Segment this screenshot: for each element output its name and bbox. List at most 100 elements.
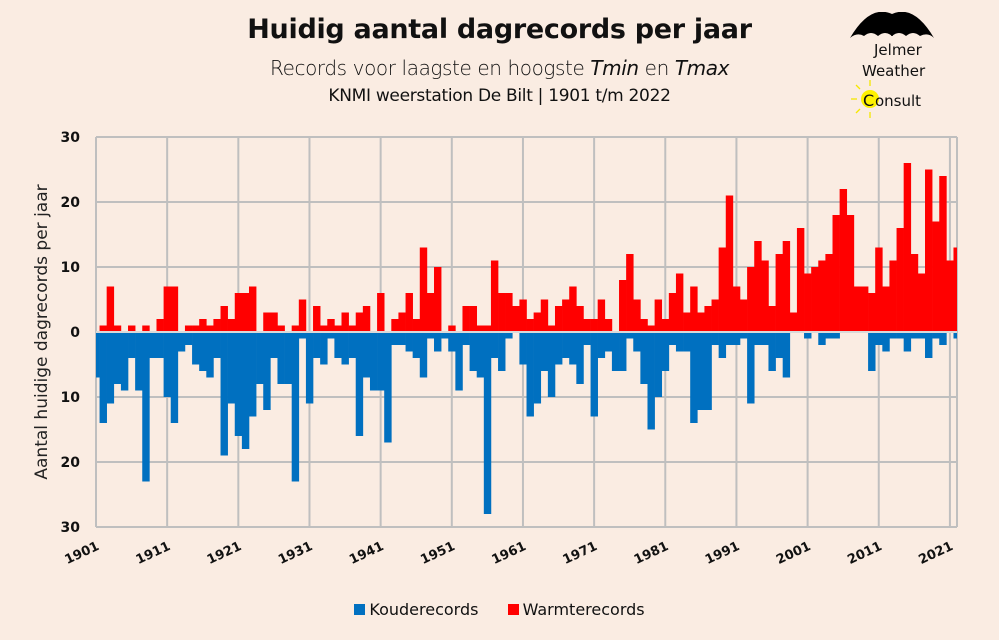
warm-record-bar-2004 — [825, 254, 833, 332]
warm-record-bar-2005 — [832, 215, 840, 332]
cold-record-bar-1945 — [405, 332, 413, 352]
cold-record-bar-1969 — [576, 332, 584, 384]
warm-record-bar-1998 — [782, 241, 791, 332]
warm-record-bar-1982 — [668, 293, 677, 332]
cold-record-bar-1908 — [142, 332, 150, 482]
cold-record-bar-1963 — [533, 332, 542, 404]
warm-record-bar-2021 — [946, 260, 954, 332]
cold-record-bar-1964 — [540, 332, 549, 371]
warm-record-bar-2009 — [860, 286, 869, 332]
warm-record-bar-1914 — [184, 325, 193, 332]
warm-record-bar-1956 — [483, 325, 492, 332]
cold-record-bar-1971 — [590, 332, 598, 417]
cold-record-bar-1918 — [213, 332, 221, 358]
warm-record-bar-1994 — [754, 241, 762, 332]
warm-record-bar-1988 — [711, 299, 719, 332]
cold-record-bar-1926 — [270, 332, 278, 358]
cold-record-bar-1919 — [220, 332, 228, 456]
cold-record-bar-1961 — [519, 332, 527, 365]
cold-record-bar-1916 — [199, 332, 207, 371]
warm-record-bar-1997 — [775, 254, 783, 332]
warm-record-bar-2015 — [903, 163, 912, 332]
cold-record-bar-1937 — [348, 332, 357, 358]
cold-record-bar-1996 — [768, 332, 776, 371]
legend-label-cold: Kouderecords — [369, 600, 479, 619]
cold-record-bar-1979 — [647, 332, 655, 430]
warm-record-bar-1945 — [405, 293, 413, 332]
sun-icon — [851, 80, 879, 118]
x-tick-label: 1951 — [418, 539, 457, 568]
logo-line-2: Weather — [862, 62, 926, 80]
cold-record-bar-1962 — [526, 332, 534, 417]
warm-record-bar-1911 — [163, 286, 172, 332]
warm-record-bar-1987 — [704, 306, 712, 332]
cold-record-bar-1903 — [106, 332, 115, 404]
warm-record-bar-1939 — [362, 306, 371, 332]
warm-record-bar-2000 — [796, 228, 805, 332]
x-tick-label: 1911 — [134, 539, 173, 568]
cold-record-bar-1991 — [732, 332, 741, 345]
warm-record-bar-1995 — [761, 260, 769, 332]
cold-record-bar-1955 — [476, 332, 485, 378]
subtitle-mid: en — [638, 56, 675, 80]
legend-swatch-cold — [354, 604, 366, 615]
y-tick-label: 20 — [61, 195, 81, 211]
warm-record-bar-1963 — [533, 312, 542, 332]
warm-record-bar-1983 — [675, 273, 684, 332]
warm-record-bar-1954 — [469, 306, 478, 332]
cold-record-bar-1977 — [633, 332, 641, 352]
warm-record-bar-2011 — [875, 247, 883, 332]
cold-record-bar-1953 — [462, 332, 470, 345]
x-tick-label: 2021 — [916, 539, 955, 568]
chart-source: KNMI weerstation De Bilt | 1901 t/m 2022 — [328, 86, 671, 106]
warm-record-bar-1912 — [170, 286, 179, 332]
warm-record-bar-1910 — [156, 319, 164, 332]
chart-subtitle: Records voor laagste en hoogste Tmin en … — [0, 56, 999, 80]
x-tick-label: 1971 — [561, 539, 600, 568]
warm-record-bar-2020 — [939, 176, 947, 332]
warm-record-bar-1977 — [633, 299, 641, 332]
warm-record-bar-1992 — [740, 299, 748, 332]
warm-record-bar-1971 — [590, 319, 598, 332]
cold-record-bar-2018 — [925, 332, 933, 358]
cold-record-bar-1950 — [441, 332, 449, 339]
legend-swatch-warm — [507, 604, 519, 615]
bars — [96, 163, 957, 514]
cold-record-bar-2022 — [953, 332, 957, 339]
warm-record-bar-1937 — [348, 325, 357, 332]
warm-record-bar-1961 — [519, 299, 527, 332]
y-tick-label: 30 — [61, 130, 81, 146]
warm-record-bar-1989 — [718, 247, 727, 332]
cold-record-bar-2010 — [868, 332, 876, 371]
warm-record-bar-1904 — [113, 325, 122, 332]
warm-record-bar-1926 — [270, 312, 278, 332]
y-tick-label: 0 — [70, 325, 80, 341]
warm-record-bar-1915 — [192, 325, 200, 332]
warm-record-bar-1960 — [512, 306, 520, 332]
cold-record-bar-1947 — [419, 332, 428, 378]
cold-record-bar-1968 — [569, 332, 577, 365]
cold-record-bar-1988 — [711, 332, 719, 345]
cold-record-bar-1921 — [234, 332, 243, 436]
cold-record-bar-1912 — [170, 332, 179, 423]
subtitle-tmax: Tmax — [674, 56, 730, 80]
warm-record-bar-1993 — [747, 267, 755, 332]
cold-record-bar-1990 — [725, 332, 734, 345]
warm-record-bar-1975 — [619, 280, 627, 332]
cold-record-bar-2017 — [917, 332, 926, 339]
cold-record-bar-1909 — [149, 332, 157, 358]
x-tick-label: 2001 — [774, 539, 813, 568]
cold-record-bar-1948 — [426, 332, 435, 339]
cold-record-bar-1973 — [604, 332, 613, 352]
umbrella-icon — [850, 12, 934, 38]
warm-record-bar-2001 — [804, 273, 812, 332]
cold-record-bar-1924 — [256, 332, 264, 384]
cold-record-bar-1951 — [448, 332, 456, 352]
cold-record-bar-1967 — [562, 332, 570, 358]
x-tick-label: 1981 — [632, 539, 671, 568]
warm-record-bar-1966 — [554, 306, 563, 332]
warm-record-bar-1929 — [291, 325, 300, 332]
cold-record-bar-1938 — [355, 332, 364, 436]
warm-record-bar-2006 — [839, 189, 848, 332]
